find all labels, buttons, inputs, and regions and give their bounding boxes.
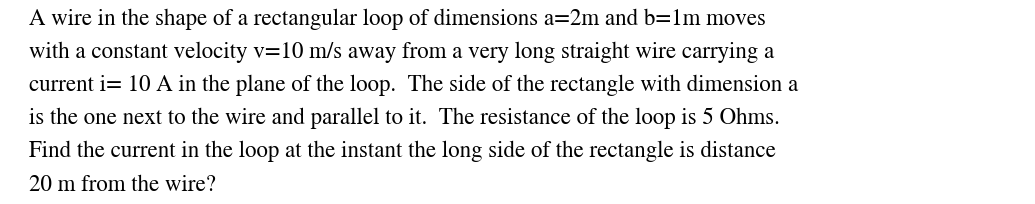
Text: Find the current in the loop at the instant the long side of the rectangle is di: Find the current in the loop at the inst…: [29, 140, 776, 162]
Text: A wire in the shape of a rectangular loop of dimensions a=2m and b=1m moves: A wire in the shape of a rectangular loo…: [29, 8, 766, 29]
Text: with a constant velocity v=10 m/s away from a very long straight wire carrying a: with a constant velocity v=10 m/s away f…: [29, 41, 774, 62]
Text: current i= 10 A in the plane of the loop.  The side of the rectangle with dimens: current i= 10 A in the plane of the loop…: [29, 74, 798, 95]
Text: is the one next to the wire and parallel to it.  The resistance of the loop is 5: is the one next to the wire and parallel…: [29, 107, 779, 129]
Text: 20 m from the wire?: 20 m from the wire?: [29, 173, 215, 195]
